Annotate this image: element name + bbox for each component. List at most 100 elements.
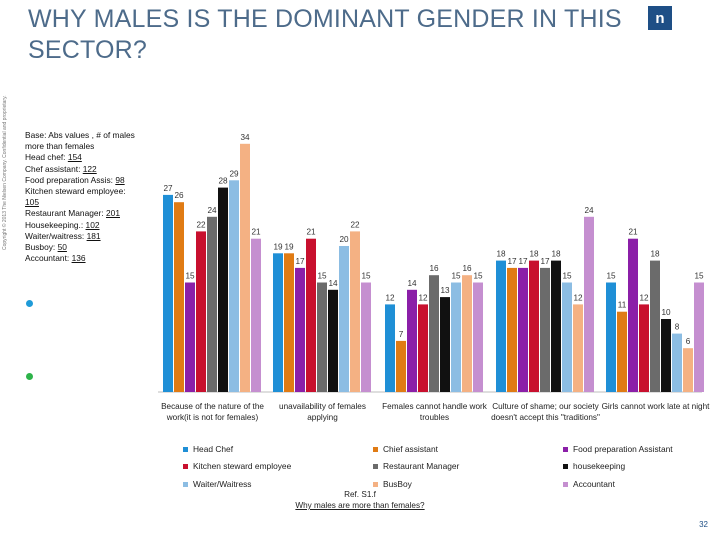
base-note-item: Housekeeping.: 102 [25,220,149,231]
category-label: Because of the nature of the work(it is … [161,402,264,422]
legend-swatch [183,463,188,469]
bar-2-restaurant-manager [317,282,327,392]
bar-4-chief-assistant [507,267,517,392]
bar-5-busboy [683,348,693,392]
base-note-item-value: 154 [67,152,82,163]
legend-item: Accountant [563,479,615,489]
bar-5-food-preparation-assistant [628,238,638,392]
bar-value-label: 17 [295,257,305,266]
bar-2-busboy [350,231,360,392]
legend-label: Kitchen steward employee [193,461,292,471]
bar-3-housekeeping [440,297,450,392]
bar-2-waiter-waitress [339,246,349,392]
bar-1-waiter-waitress [229,180,239,392]
bar-1-busboy [240,143,250,392]
base-note-item: 105 [25,197,149,208]
source-ref: Ref. S1.f [344,490,376,499]
bar-5-head-chef [606,282,616,392]
page-title: WHY MALES IS THE DOMINANT GENDER IN THIS… [28,5,622,64]
bar-value-label: 26 [174,191,184,200]
bar-value-label: 15 [562,272,572,281]
bar-1-kitchen-steward-employee [196,231,206,392]
bar-3-restaurant-manager [429,275,439,392]
bar-value-label: 17 [507,257,517,266]
bar-4-housekeeping [551,260,561,392]
bar-3-chief-assistant [396,340,406,392]
page-number: 32 [699,520,708,529]
bar-2-chief-assistant [284,253,294,392]
bar-value-label: 15 [451,272,461,281]
legend-label: Accountant [573,479,615,489]
legend-label: Food preparation Assistant [573,444,673,454]
bar-value-label: 14 [328,279,338,288]
bar-5-waiter-waitress [672,333,682,392]
bar-value-label: 21 [251,228,261,237]
bar-value-label: 11 [618,301,627,310]
bar-4-kitchen-steward-employee [529,260,539,392]
base-note-item-value: 98 [115,174,125,185]
bar-4-restaurant-manager [540,267,550,392]
legend-item: BusBoy [373,479,412,489]
base-note-item-label: Restaurant Manager: [25,208,107,219]
bar-4-food-preparation-assistant [518,267,528,392]
bar-value-label: 16 [429,264,439,273]
decor-dot-blue-icon [26,300,33,307]
bar-value-label: 12 [639,293,649,302]
base-note-item-value: 122 [82,163,97,174]
bar-value-label: 16 [462,264,472,273]
base-note-item-label: Head chef: [25,152,68,163]
bar-value-label: 34 [240,133,250,142]
legend-swatch [563,481,568,487]
bar-value-label: 27 [163,184,173,193]
bar-value-label: 15 [606,272,616,281]
base-note-item: Chef assistant: 122 [25,164,149,175]
legend-item: Waiter/Waitress [183,479,251,489]
bar-1-chief-assistant [174,202,184,392]
category-label: Girls cannot work late at night [601,402,710,411]
bar-value-label: 18 [496,250,506,259]
bar-value-label: 28 [218,177,228,186]
bar-2-head-chef [273,253,283,392]
category-label: Culture of shame; our society doesn't ac… [491,402,600,422]
category-label: Females cannot handle work troubles [382,402,487,422]
bar-2-housekeeping [328,289,338,392]
bar-1-restaurant-manager [207,216,217,392]
legend-item: Kitchen steward employee [183,461,291,471]
bar-value-label: 19 [284,242,294,251]
category-label: unavailability of females applying [279,402,366,422]
legend-label: Chief assistant [383,444,438,454]
base-note-item: Accountant: 136 [25,253,149,264]
base-note-item: Waiter/waitress: 181 [25,231,149,242]
bar-3-waiter-waitress [451,282,461,392]
bar-4-waiter-waitress [562,282,572,392]
base-note-item-value: 102 [85,219,100,230]
base-note-item: Busboy: 50 [25,242,149,253]
base-note-item-label: Waiter/waitress: [25,230,87,241]
bar-value-label: 13 [440,286,450,295]
bar-5-housekeeping [661,319,671,392]
legend-item: Food preparation Assistant [563,444,673,454]
bar-4-accountant [584,216,594,392]
bar-value-label: 18 [529,250,539,259]
bar-3-busboy [462,275,472,392]
legend-swatch [563,463,568,469]
bar-value-label: 15 [473,272,483,281]
bar-1-head-chef [163,194,173,392]
bar-value-label: 15 [317,272,327,281]
legend-swatch [373,463,378,469]
base-note-line: Base: Abs values , # of males [25,130,135,140]
bar-value-label: 22 [196,220,206,229]
bar-3-head-chef [385,304,395,392]
bar-value-label: 15 [694,272,704,281]
bar-value-label: 29 [229,169,239,178]
base-note-item: Food preparation Assis: 98 [25,175,149,186]
bar-value-label: 24 [584,206,594,215]
bar-5-restaurant-manager [650,260,660,392]
bar-5-kitchen-steward-employee [639,304,649,392]
bar-1-accountant [251,238,261,392]
base-note-item: Kitchen steward employee: [25,186,149,197]
bar-1-housekeeping [218,187,228,392]
bar-value-label: 19 [273,242,283,251]
bar-3-accountant [473,282,483,392]
